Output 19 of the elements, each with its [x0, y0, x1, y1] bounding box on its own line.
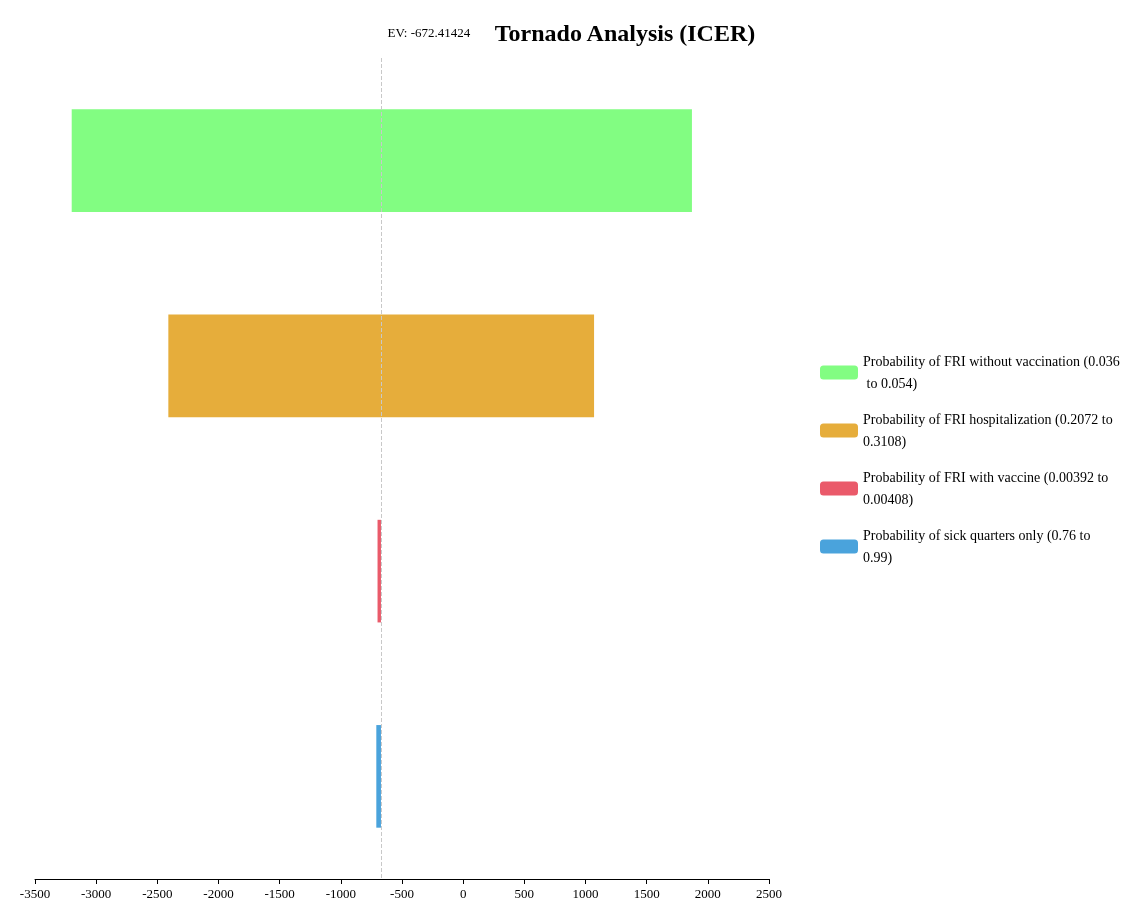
x-tick-label: -3000 [80, 886, 112, 901]
x-tick-label: 1000 [572, 886, 599, 901]
x-tick-label: 0 [459, 886, 467, 901]
x-tick-label: 500 [514, 886, 535, 901]
x-tick-label: 2500 [756, 886, 782, 901]
x-tick-label: -500 [390, 886, 414, 901]
x-tick-label: 2000 [694, 886, 721, 901]
chart-title: Tornado Analysis (ICER) [494, 20, 756, 46]
ref-line-label: EV: -672.41424 [387, 25, 471, 40]
x-tick-label: -1000 [325, 886, 357, 901]
x-tick-label: -2500 [142, 886, 173, 901]
legend-label: Probability of FRI hospitalization (0.2072 to 0.3108) [863, 412, 1117, 450]
x-tick-label: -1500 [264, 886, 295, 901]
x-tick-label: 1500 [633, 886, 660, 901]
legend-label: Probability of FRI with vaccine (0.00392 to 0.00408) [863, 470, 1112, 508]
x-tick-label: -3500 [19, 886, 51, 901]
x-tick-label: -2000 [203, 886, 234, 901]
legend-label: Probability of sick quarters only (0.76 to 0.99) [863, 528, 1094, 566]
legend-label: Probability of FRI without vaccination (0.036 to 0.054) [863, 354, 1120, 392]
